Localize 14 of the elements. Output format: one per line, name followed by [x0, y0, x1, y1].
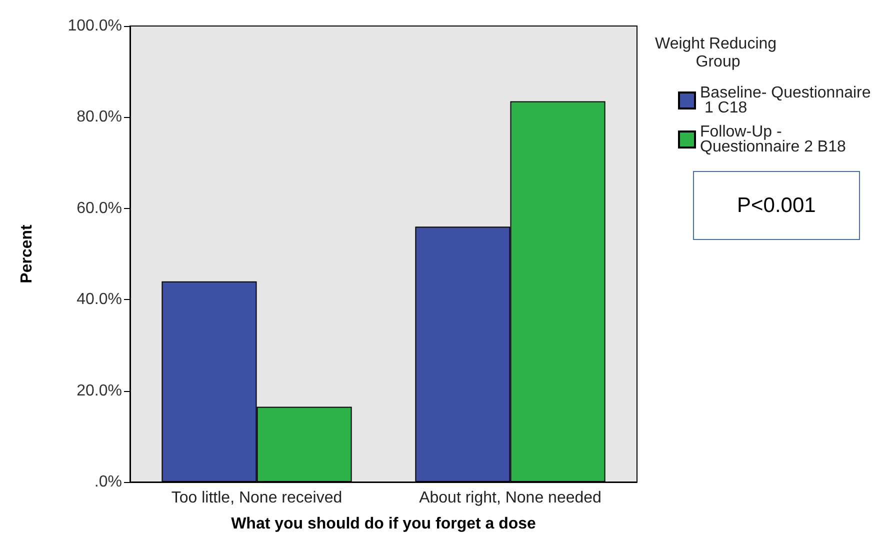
y-tick-label: .0% — [94, 474, 122, 490]
legend-label: Follow-Up - Questionnaire 2 B18 — [700, 124, 846, 156]
legend-label: Baseline- Questionnaire 1 C18 — [700, 84, 871, 116]
y-tick-label: 40.0% — [76, 291, 122, 308]
legend-title: Weight Reducing Group — [655, 36, 781, 70]
y-tick-label: 20.0% — [76, 382, 122, 400]
y-tick-label: 60.0% — [76, 200, 122, 217]
x-axis-title: What you should do if you forget a dose — [231, 516, 536, 532]
y-tick-label: 80.0% — [76, 108, 122, 126]
x-tick-label: Too little, None received — [171, 490, 342, 506]
x-tick-label: About right, None needed — [419, 490, 602, 506]
text: P<0.001 — [737, 194, 816, 217]
y-tick-label: 100.0% — [68, 18, 122, 34]
y-axis-title: Percent — [18, 224, 36, 284]
